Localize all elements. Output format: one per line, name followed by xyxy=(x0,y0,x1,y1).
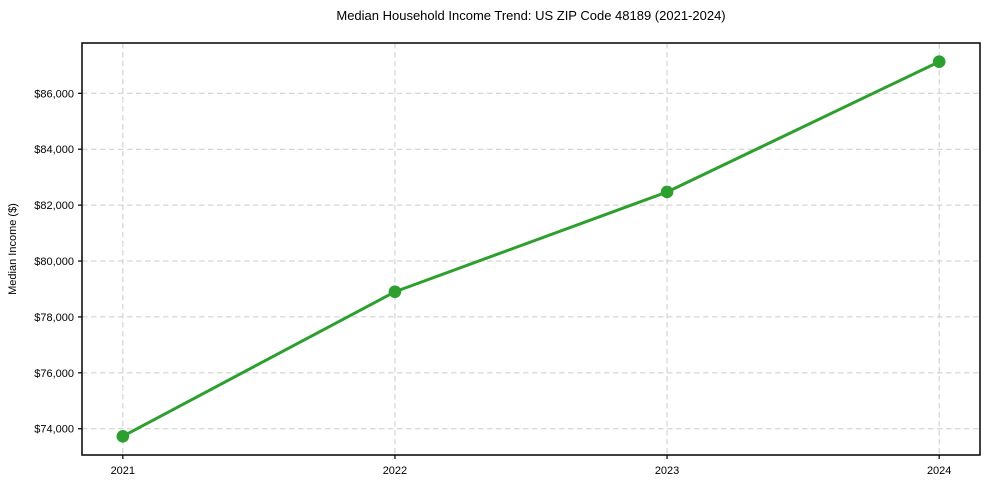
x-tick-label: 2024 xyxy=(927,465,951,477)
y-tick-label: $74,000 xyxy=(34,424,74,436)
y-tick-label: $86,000 xyxy=(34,88,74,100)
y-tick-label: $76,000 xyxy=(34,368,74,380)
data-line xyxy=(122,60,940,438)
y-tick-label: $78,000 xyxy=(34,312,74,324)
data-point xyxy=(932,55,946,69)
data-point xyxy=(116,429,130,443)
x-tick-label: 2023 xyxy=(655,465,679,477)
chart-title: Median Household Income Trend: US ZIP Co… xyxy=(336,8,726,23)
y-tick-label: $82,000 xyxy=(34,200,74,212)
y-tick-label: $80,000 xyxy=(34,256,74,268)
y-tick-label: $84,000 xyxy=(34,144,74,156)
x-tick-label: 2022 xyxy=(383,465,407,477)
plot-frame xyxy=(81,42,981,456)
data-point xyxy=(388,285,402,299)
data-point xyxy=(660,185,674,199)
x-tick-label: 2021 xyxy=(111,465,135,477)
